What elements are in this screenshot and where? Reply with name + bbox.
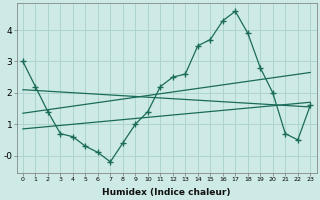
X-axis label: Humidex (Indice chaleur): Humidex (Indice chaleur) xyxy=(102,188,231,197)
